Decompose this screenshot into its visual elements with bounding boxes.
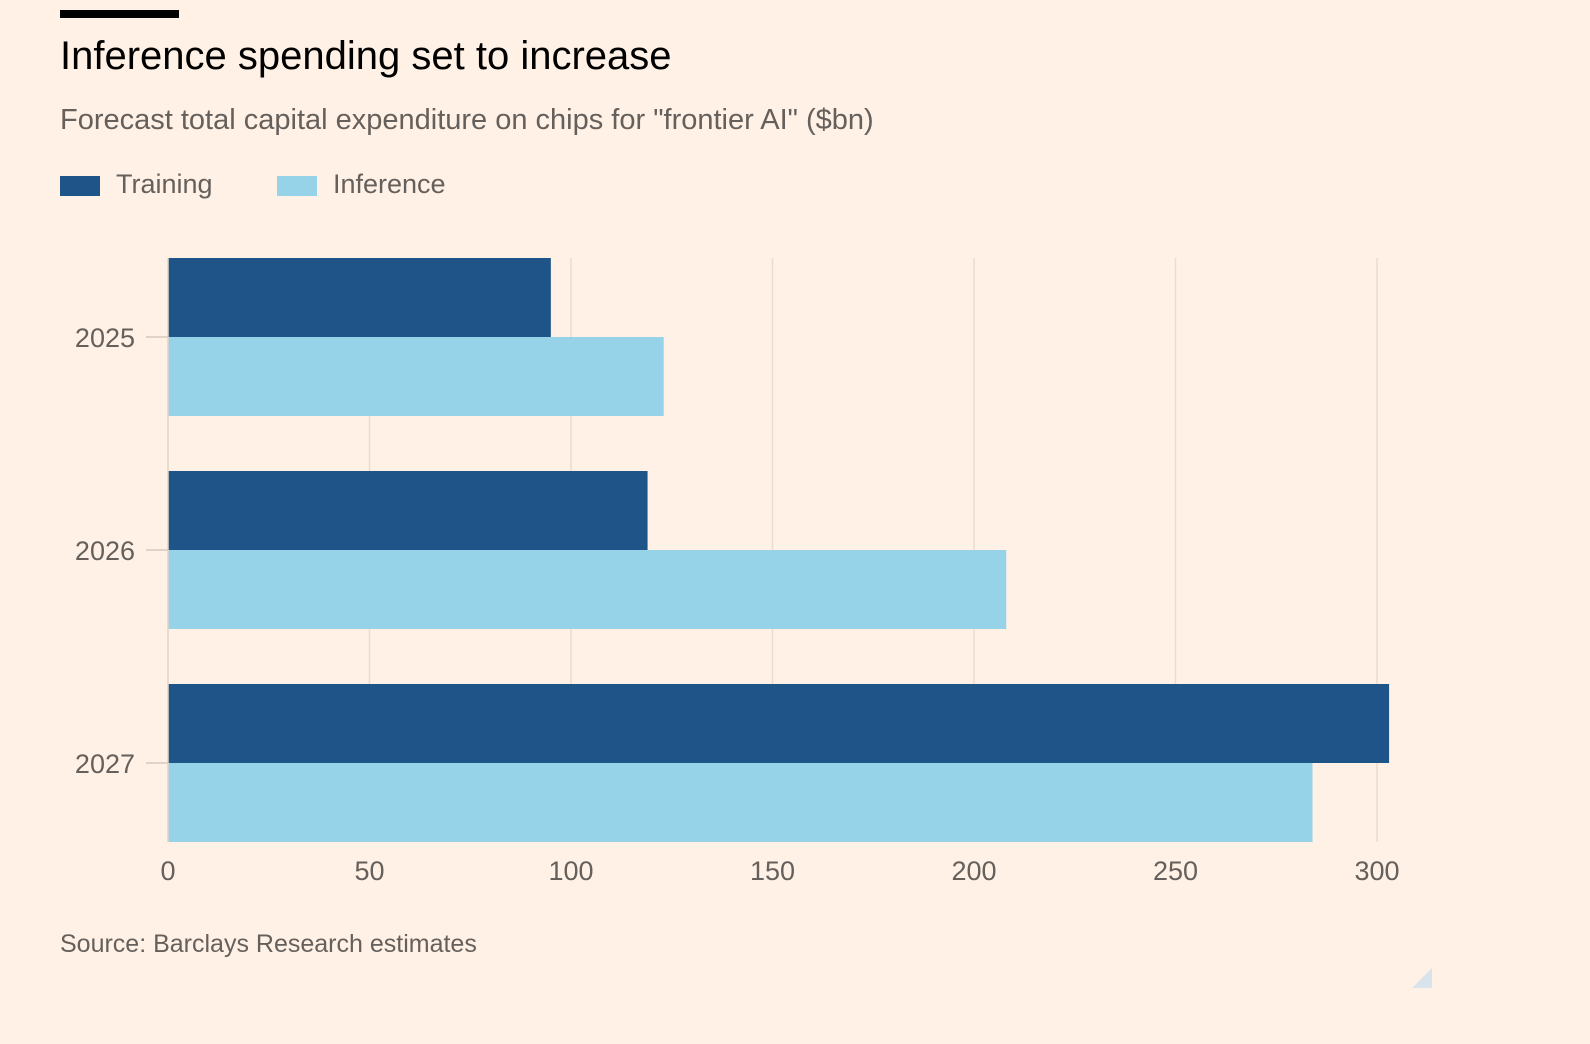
y-tick-label: 2026 [75, 536, 135, 566]
x-tick-label: 50 [354, 856, 384, 886]
bar-training-2025 [168, 258, 551, 337]
y-tick-label: 2025 [75, 323, 135, 353]
legend-label-training: Training [116, 169, 213, 199]
corner-resize-icon [1412, 968, 1432, 988]
title-top-rule [60, 10, 179, 18]
bar-inference-2026 [168, 550, 1007, 629]
x-tick-label: 0 [160, 856, 175, 886]
source-note: Source: Barclays Research estimates [60, 930, 477, 958]
bar-training-2026 [168, 471, 648, 550]
bar-inference-2027 [168, 763, 1313, 842]
y-tick-label: 2027 [75, 749, 135, 779]
legend-swatch-training [60, 176, 100, 196]
axes: 0 50 100 150 200 250 300 2025 2026 2027 [75, 258, 1400, 886]
legend-label-inference: Inference [333, 169, 446, 199]
chart-title: Inference spending set to increase [60, 34, 672, 78]
x-tick-label: 250 [1153, 856, 1198, 886]
x-tick-label: 100 [548, 856, 593, 886]
x-tick-label: 200 [951, 856, 996, 886]
bar-chart: 0 50 100 150 200 250 300 2025 2026 2027 [75, 258, 1400, 886]
bar-inference-2025 [168, 337, 664, 416]
legend-swatch-inference [277, 176, 317, 196]
bars [168, 258, 1390, 842]
chart-subtitle: Forecast total capital expenditure on ch… [60, 104, 874, 136]
x-tick-label: 300 [1354, 856, 1399, 886]
x-tick-label: 150 [750, 856, 795, 886]
bar-training-2027 [168, 684, 1390, 763]
